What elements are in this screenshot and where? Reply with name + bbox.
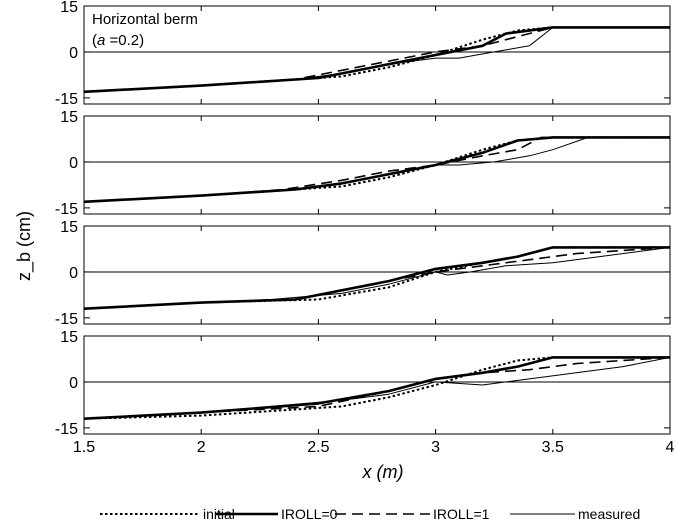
y-tick-label: -15: [55, 91, 78, 108]
y-tick-label: 0: [69, 265, 78, 282]
panel-annotation: Horizontal berm (a =0.2): [92, 11, 198, 49]
y-tick-label: 15: [60, 219, 78, 236]
panel-annotation-line2: (a =0.2): [92, 32, 144, 49]
y-tick-label: -15: [55, 421, 78, 438]
series-measured: [83, 136, 670, 203]
legend-label: IROLL=0: [281, 506, 338, 522]
x-tick-label: 1.5: [73, 439, 95, 456]
x-tick-label: 2: [197, 439, 206, 456]
series-iroll-1: [83, 26, 670, 93]
panel-1: -15 0 15: [55, 0, 671, 108]
x-tick-label: 3: [431, 439, 440, 456]
series-iroll-0: [83, 136, 670, 204]
series-measured: [83, 246, 671, 310]
legend-label: measured: [578, 506, 640, 522]
panel-4: -15 0 15: [55, 329, 671, 438]
legend-label: IROLL=1: [433, 506, 490, 522]
series-iroll-1: [83, 246, 671, 310]
series-measured: [83, 26, 670, 93]
series-measured: [83, 356, 671, 420]
panel-frame: [83, 335, 671, 435]
panel-frame: [83, 5, 671, 105]
series-initial: [83, 246, 670, 310]
y-tick-label: 0: [69, 155, 78, 172]
panel-frame: [83, 115, 671, 215]
y-tick-label: -15: [55, 201, 78, 218]
legend: initial IROLL=0 IROLL=1 measured: [100, 506, 640, 522]
series-iroll-0: [83, 246, 670, 310]
legend-item-iroll-0: IROLL=0: [215, 506, 338, 522]
series-iroll-0: [83, 356, 670, 420]
x-tick-labels: 1.5 2 2.5 3 3.5 4: [73, 439, 675, 456]
y-tick-label: 15: [60, 329, 78, 346]
x-tick-label: 4: [666, 439, 675, 456]
y-tick-label: 0: [69, 375, 78, 392]
panel-3: -15 0 15: [55, 219, 671, 328]
series-iroll-0: [83, 26, 670, 94]
panel-annotation-line1: Horizontal berm: [92, 11, 198, 28]
series-initial: [83, 26, 670, 93]
series-iroll-1: [83, 136, 670, 203]
y-tick-label: 0: [69, 45, 78, 62]
x-tick-label: 2.5: [307, 439, 329, 456]
legend-item-initial: initial: [100, 506, 235, 522]
x-axis-title: x (m): [362, 462, 404, 482]
x-tick-label: 3.5: [542, 439, 564, 456]
y-axis-title: z_b (cm): [14, 211, 35, 281]
panel-2: -15 0 15: [55, 109, 671, 218]
series-iroll-1: [83, 356, 671, 420]
y-tick-label: -15: [55, 311, 78, 328]
series-initial: [83, 136, 670, 203]
panel-frame: [83, 225, 671, 325]
series-initial: [83, 356, 670, 420]
legend-item-measured: measured: [510, 506, 640, 522]
legend-item-iroll-1: IROLL=1: [335, 506, 490, 522]
y-tick-label: 15: [60, 0, 78, 16]
y-tick-label: 15: [60, 109, 78, 126]
